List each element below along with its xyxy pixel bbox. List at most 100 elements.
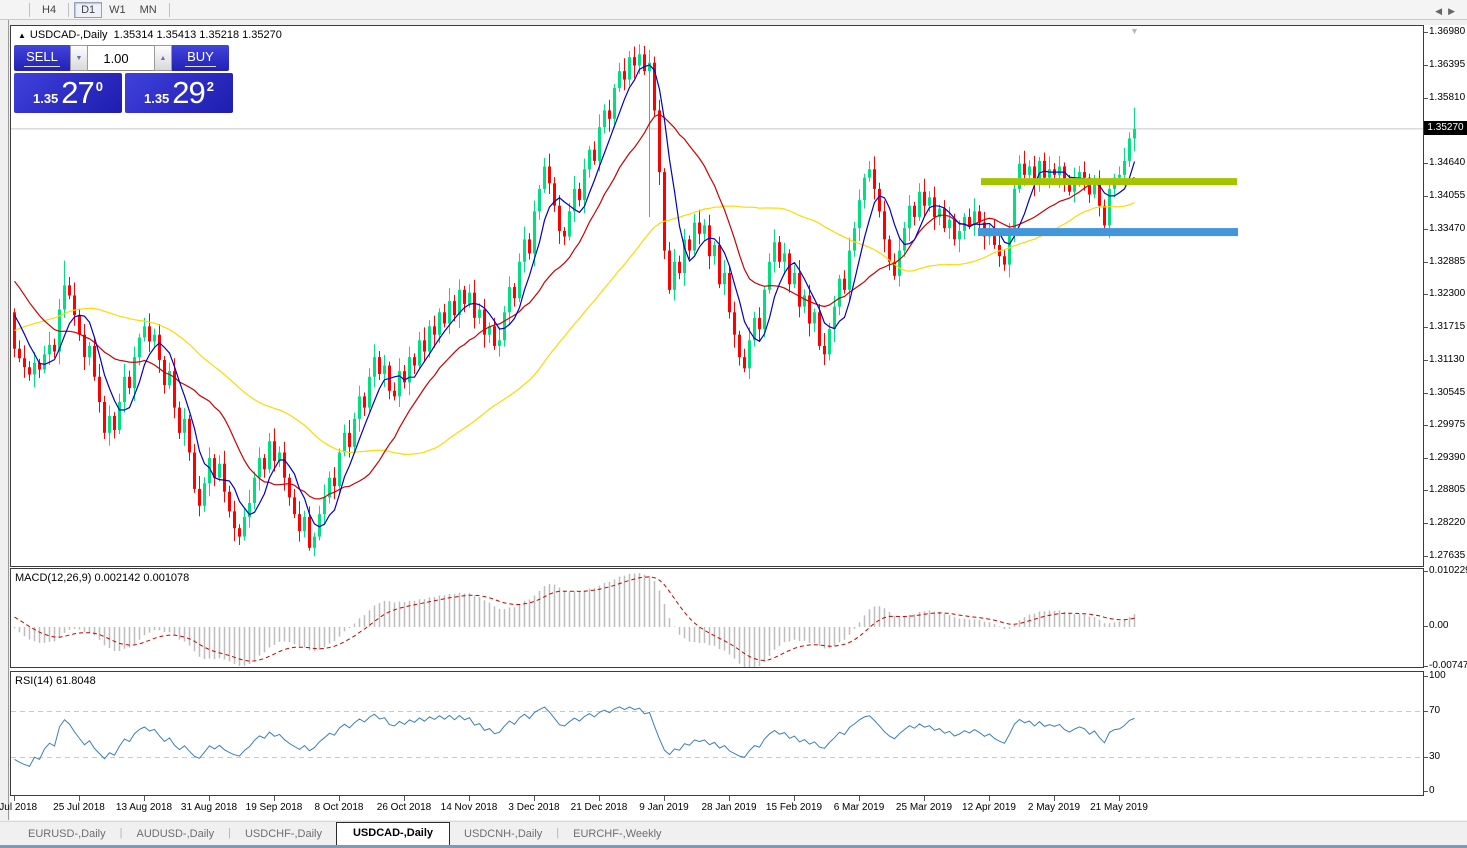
- main-price-chart[interactable]: [10, 25, 1424, 567]
- date-tick-label: 13 Aug 2018: [115, 802, 173, 813]
- buy-button[interactable]: BUY: [172, 45, 229, 71]
- rsi-line: [14, 706, 1135, 768]
- price-tick-label: 1.36395: [1429, 59, 1466, 70]
- date-tick-label: 8 Oct 2018: [314, 802, 364, 813]
- price-tick-label-tick: [1424, 425, 1428, 426]
- date-tick: [1119, 796, 1120, 801]
- date-tick: [209, 796, 210, 801]
- date-tick: [404, 796, 405, 801]
- date-tick-label: 21 Dec 2018: [570, 802, 628, 813]
- volume-control: ▼ ▲: [70, 45, 172, 71]
- tab-scroll-right-icon[interactable]: ▶: [1448, 6, 1461, 16]
- taskbar-edge: [0, 845, 1467, 848]
- symbol-period-label: USDCAD-,Daily: [29, 29, 108, 41]
- rsi-tick-label-tick: [1424, 757, 1428, 758]
- macd-indicator-chart[interactable]: [10, 568, 1424, 668]
- date-tick: [1054, 796, 1055, 801]
- panel-edge: [0, 20, 9, 820]
- timeframe-button-d1[interactable]: D1: [74, 1, 103, 18]
- tab-scroll-left-icon[interactable]: ◀: [1435, 6, 1449, 16]
- rsi-tick-label: 70: [1429, 705, 1441, 716]
- moving-average-50: [14, 202, 1135, 456]
- date-tick-label: 2 May 2019: [1027, 802, 1081, 813]
- macd-signal-line: [14, 576, 1135, 662]
- date-tick-label: 28 Jan 2019: [701, 802, 757, 813]
- tab-separator: |: [119, 826, 123, 839]
- macd-tick-label: 0.010229: [1429, 565, 1467, 576]
- price-tick-label: 1.27635: [1429, 550, 1466, 561]
- price-tick-label-tick: [1424, 98, 1428, 99]
- date-tick-label: 26 Oct 2018: [376, 802, 432, 813]
- sell-button[interactable]: SELL: [14, 45, 70, 71]
- tab-eurchf-weekly[interactable]: EURCHF-,Weekly: [573, 828, 662, 840]
- rsi-indicator-chart[interactable]: [10, 671, 1424, 796]
- macd-tick-label-tick: [1424, 666, 1428, 667]
- price-tick-label-tick: [1424, 556, 1428, 557]
- timeframe-button-h4[interactable]: H4: [42, 3, 57, 16]
- date-tick: [859, 796, 860, 801]
- price-tick-label: 1.34640: [1429, 157, 1466, 168]
- date-tick: [989, 796, 990, 801]
- date-tick: [339, 796, 340, 801]
- toolbar-separator: [168, 2, 170, 17]
- moving-average-6: [13, 64, 1136, 528]
- collapse-arrow-icon[interactable]: ▲: [18, 31, 26, 40]
- tab-usdcnh-daily[interactable]: USDCNH-,Daily: [464, 828, 543, 840]
- tab-usdchf-daily[interactable]: USDCHF-,Daily: [244, 828, 322, 840]
- price-tick-label: 1.29975: [1429, 419, 1466, 430]
- price-tick-label-tick: [1424, 163, 1428, 164]
- chart-title: ▲ USDCAD-,Daily 1.35314 1.35413 1.35218 1…: [18, 29, 282, 41]
- date-tick: [274, 796, 275, 801]
- price-tick-label: 1.28220: [1429, 517, 1466, 528]
- toolbar-separator: [29, 2, 30, 17]
- chevron-up-icon: ▲: [159, 54, 167, 62]
- macd-tick-label-tick: [1424, 626, 1428, 627]
- price-tick-label: 1.31715: [1429, 321, 1466, 332]
- volume-decrease-button[interactable]: ▼: [70, 45, 88, 71]
- date-tick-label: 3 Dec 2018: [508, 802, 560, 813]
- chart-shift-marker-icon[interactable]: ▼: [1130, 26, 1139, 36]
- chart-window: ▲ USDCAD-,Daily 1.35314 1.35413 1.35218 1…: [0, 25, 1467, 820]
- buy-price-display[interactable]: 1.35 29 2: [125, 73, 233, 113]
- rsi-tick-label: 0: [1429, 785, 1435, 796]
- date-tick: [534, 796, 535, 801]
- volume-input[interactable]: [88, 45, 154, 71]
- date-tick-label: 31 Aug 2018: [180, 802, 238, 813]
- date-tick: [14, 796, 15, 801]
- tab-scroll-arrows: ◀▶: [1435, 6, 1461, 17]
- rsi-tick-label: 100: [1429, 670, 1446, 681]
- date-tick: [664, 796, 665, 801]
- timeframe-button-mn[interactable]: MN: [139, 3, 157, 16]
- tab-audusd-daily[interactable]: AUDUSD-,Daily: [136, 828, 215, 840]
- price-tick-label: 1.32885: [1429, 256, 1466, 267]
- rsi-tick-label-tick: [1424, 711, 1428, 712]
- price-tick-label-tick: [1424, 294, 1428, 295]
- rsi-tick-label: 30: [1429, 751, 1441, 762]
- toolbar-separator: [68, 2, 70, 17]
- moving-average-18: [14, 113, 1135, 500]
- volume-increase-button[interactable]: ▲: [154, 45, 172, 71]
- date-tick: [729, 796, 730, 801]
- ohlc-values: 1.35314 1.35413 1.35218 1.35270: [113, 29, 282, 41]
- price-tick-label: 1.35810: [1429, 92, 1466, 103]
- timeframe-button-w1[interactable]: W1: [109, 3, 126, 16]
- price-tick-label: 1.29390: [1429, 452, 1466, 463]
- tab-separator: |: [556, 826, 560, 839]
- tab-usdcad-daily[interactable]: USDCAD-,Daily: [335, 822, 451, 845]
- date-tick: [79, 796, 80, 801]
- timeframe-toolbar: H4 D1 W1 MN: [0, 0, 1467, 20]
- tab-eurusd-daily[interactable]: EURUSD-,Daily: [28, 828, 106, 840]
- price-tick-label-tick: [1424, 393, 1428, 394]
- date-tick: [794, 796, 795, 801]
- rsi-tick-label-tick: [1424, 676, 1428, 677]
- price-tick-label-tick: [1424, 490, 1428, 491]
- price-tick-label: 1.30545: [1429, 387, 1466, 398]
- date-tick-label: 21 May 2019: [1090, 802, 1148, 813]
- date-tick-label: 25 Mar 2019: [895, 802, 953, 813]
- sell-price-display[interactable]: 1.35 27 0: [14, 73, 122, 113]
- date-tick-label: 6 Jul 2018: [0, 802, 38, 813]
- date-tick-label: 14 Nov 2018: [440, 802, 498, 813]
- price-tick-label: 1.32300: [1429, 288, 1466, 299]
- date-tick-label: 9 Jan 2019: [639, 802, 689, 813]
